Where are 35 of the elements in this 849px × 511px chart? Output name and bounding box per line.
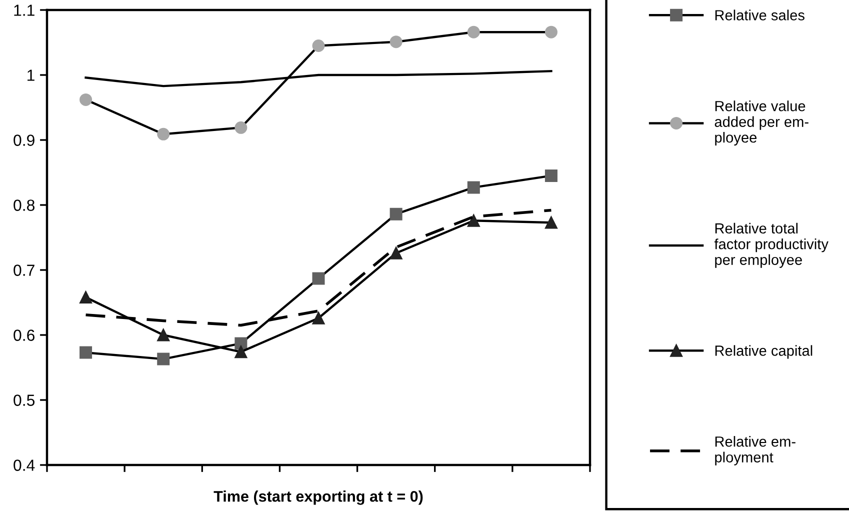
point: [157, 328, 170, 342]
point: [544, 216, 558, 229]
point: [80, 291, 92, 304]
point: [157, 352, 170, 366]
point: [312, 40, 325, 52]
point: [467, 181, 480, 194]
point: [390, 246, 402, 260]
point: [80, 93, 92, 106]
point: [467, 26, 480, 38]
y-tick-label: 0.4: [14, 460, 35, 471]
y-tick-label: 0.9: [14, 134, 34, 146]
point: [234, 337, 248, 350]
y-tick-label: 0.5: [14, 394, 35, 406]
point: [390, 208, 402, 220]
y-tick-label: 1: [28, 70, 34, 81]
point: [234, 346, 248, 358]
legend-label: Relative capital: [715, 345, 812, 359]
y-tick-label: 0.7: [14, 264, 34, 276]
point: [80, 346, 92, 359]
y-tick-label: 0.6: [14, 330, 34, 341]
point: [234, 121, 248, 134]
legend-label: Relative total factor productivity per employee: [714, 222, 828, 268]
x-axis-title: Time (start exporting at t = 0): [214, 490, 423, 505]
legend-label: Relative em- ployment: [715, 436, 796, 466]
legend-label: Relative sales: [715, 10, 804, 20]
point: [390, 36, 402, 48]
point: [312, 272, 325, 285]
legend-label: Relative value added per em- ployee: [714, 100, 808, 146]
y-tick-label: 0.8: [14, 200, 34, 211]
point: [467, 214, 480, 227]
point: [544, 26, 558, 38]
point: [157, 128, 170, 140]
point: [312, 312, 325, 324]
y-tick-label: 1.1: [14, 4, 34, 16]
point: [544, 170, 558, 182]
